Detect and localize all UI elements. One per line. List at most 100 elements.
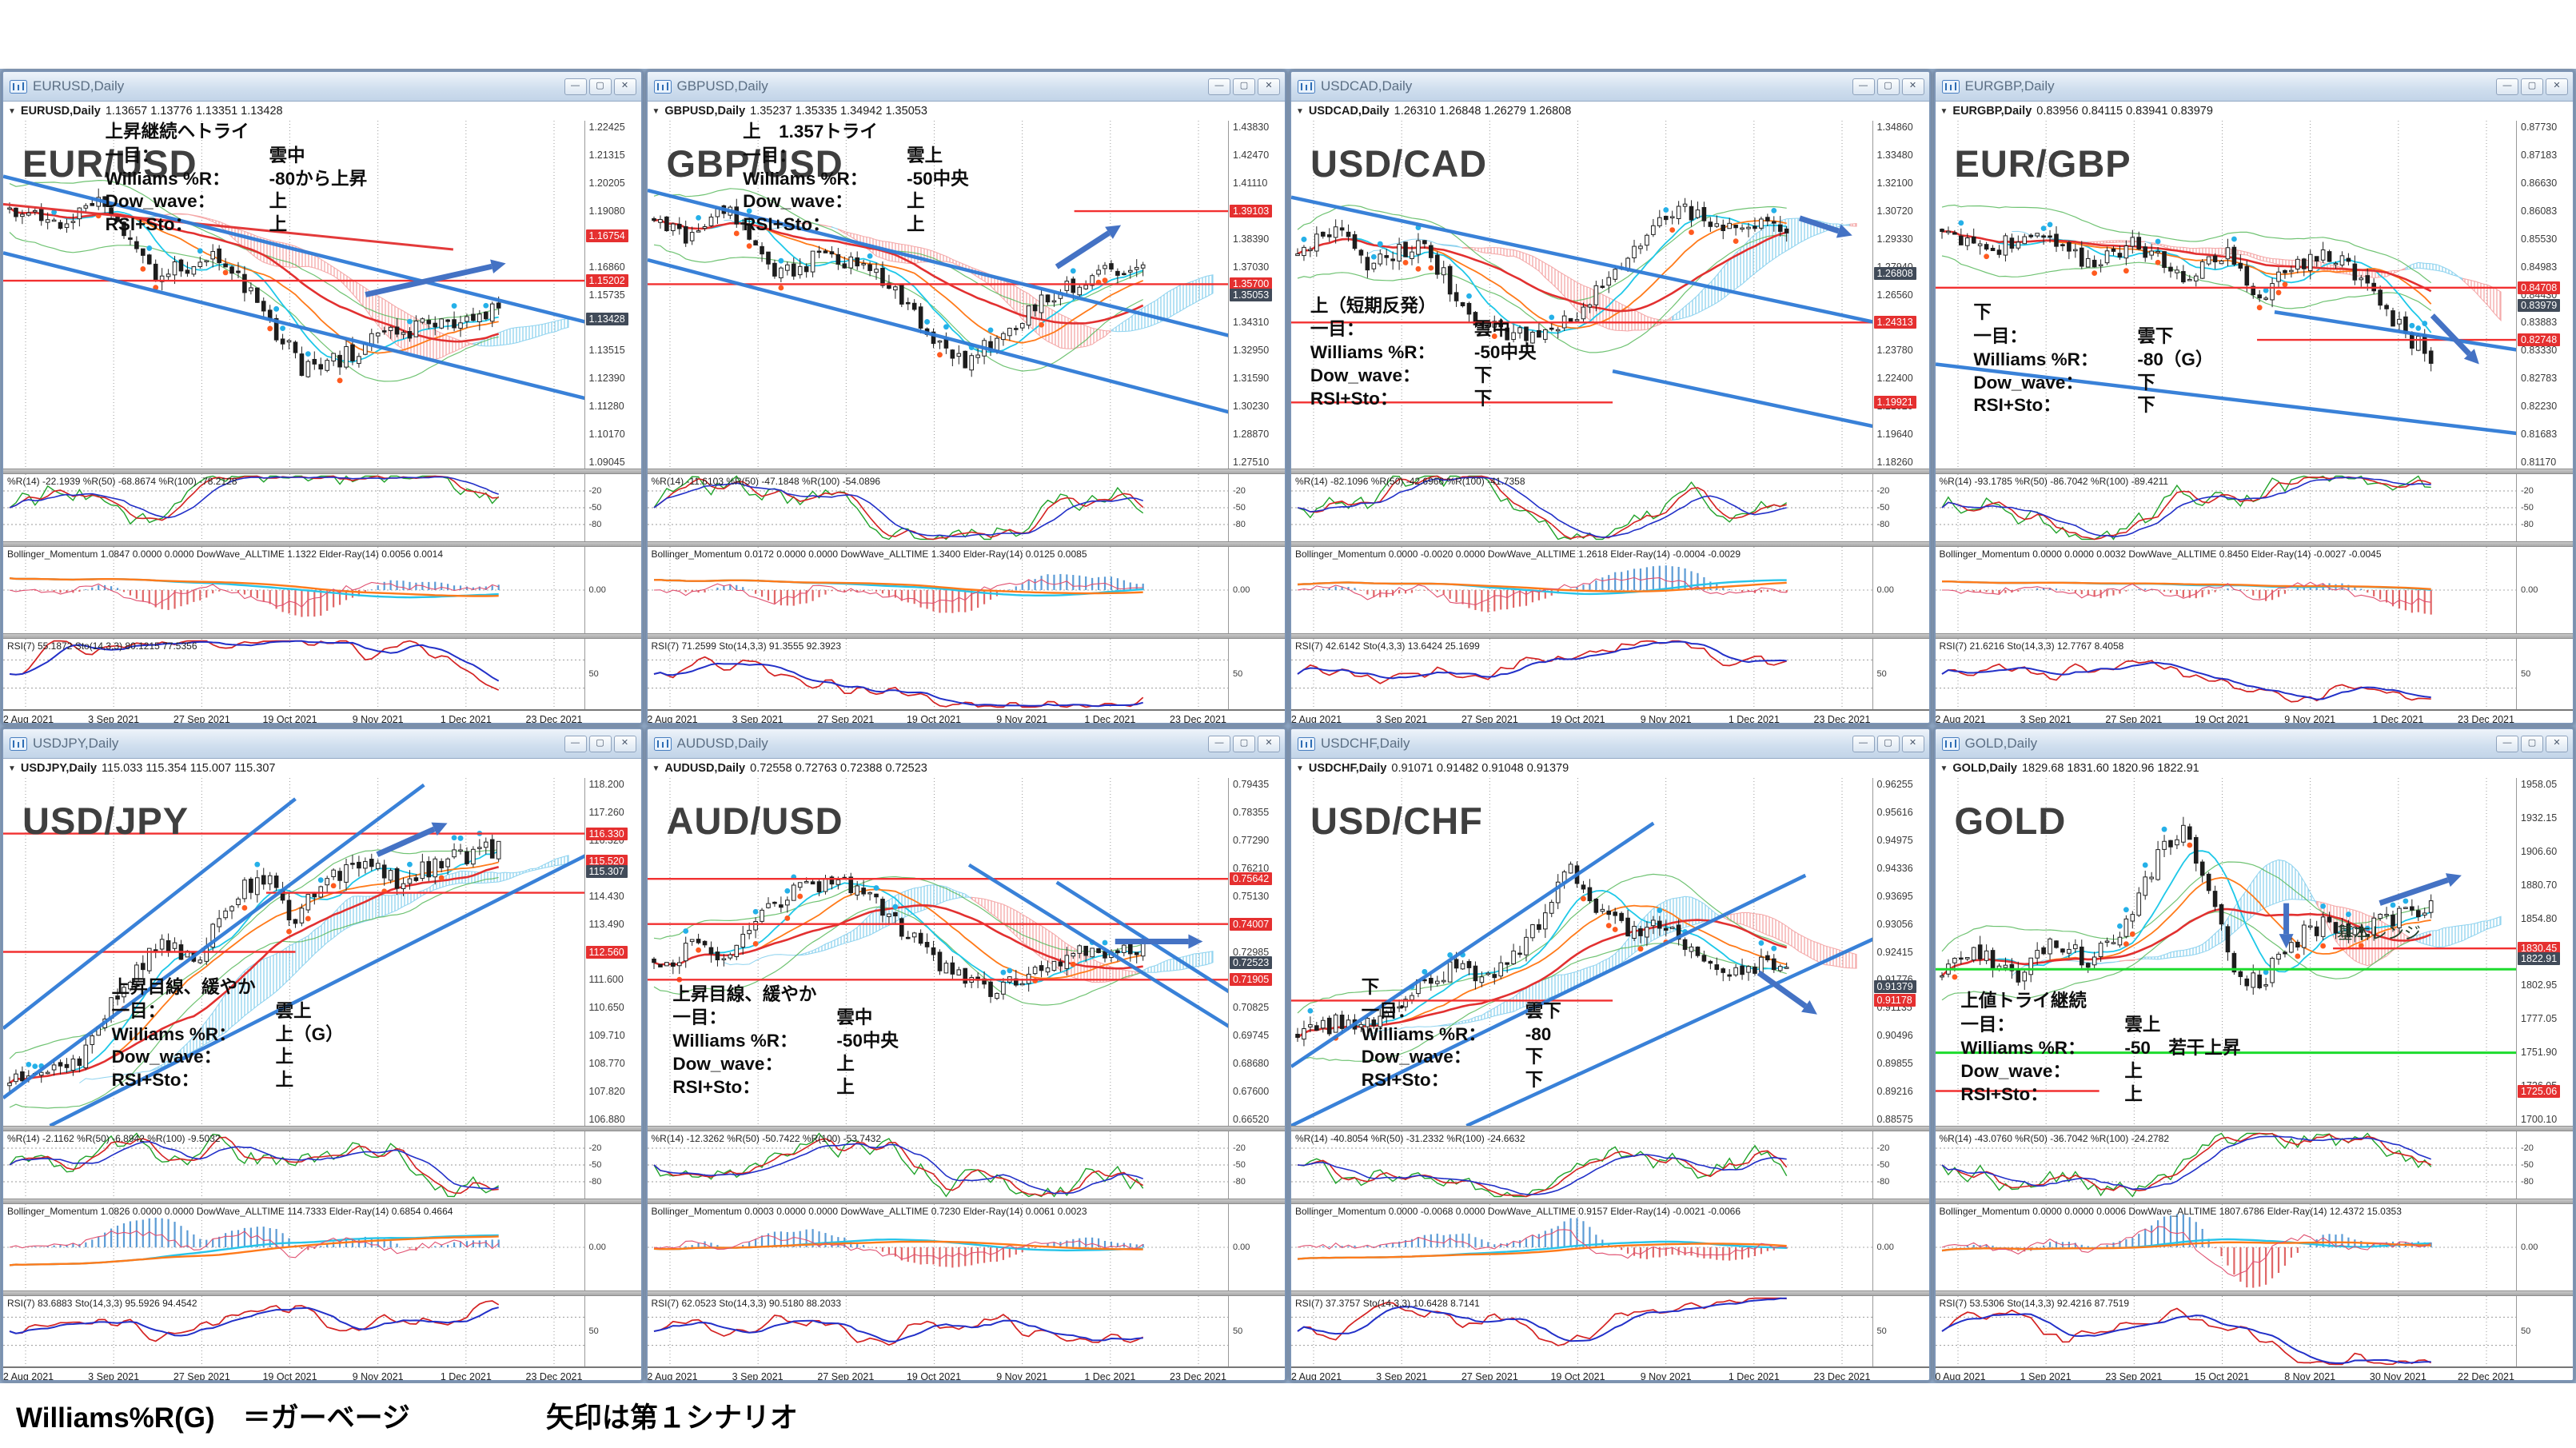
main-chart-svg[interactable] — [1291, 121, 1876, 469]
minimize-button[interactable]: — — [1208, 78, 1230, 95]
symbol-dropdown-caret[interactable]: ▼ — [1940, 106, 1948, 116]
minimize-button[interactable]: — — [1852, 78, 1875, 95]
symbol-dropdown-caret[interactable]: ▼ — [8, 764, 16, 773]
rsi-sto-subwindow[interactable]: RSI(7) 83.6883 Sto(14,3,3) 95.5926 94.45… — [3, 1296, 641, 1366]
momentum-subwindow[interactable]: Bollinger_Momentum 0.0000 0.0000 0.0006 … — [1935, 1204, 2573, 1290]
window-splitter[interactable] — [1291, 1126, 1929, 1131]
window-splitter[interactable] — [3, 633, 641, 639]
main-chart-area[interactable]: EUR/USD 上昇継続ヘトライ 一目： 雲中 Williams %R： -80から上昇… — [3, 121, 641, 469]
window-splitter[interactable] — [647, 1290, 1285, 1296]
window-splitter[interactable] — [1935, 1126, 2573, 1131]
window-splitter[interactable] — [647, 1199, 1285, 1204]
window-splitter[interactable] — [647, 1126, 1285, 1131]
main-chart-area[interactable]: GOLD 上値トライ継続 一目： 雲上 Williams %R： -50 若干上昇 Dow… — [1935, 778, 2573, 1126]
main-chart-area[interactable]: AUD/USD 上昇目線、緩やか 一目： 雲中 Williams %R： -50中央 Do… — [647, 778, 1285, 1126]
window-splitter[interactable] — [1291, 633, 1929, 639]
main-chart-area[interactable]: EUR/GBP 下一目： 雲下 Williams %R： -80（G） Dow_wave… — [1935, 121, 2573, 469]
rsi-sto-subwindow[interactable]: RSI(7) 37.3757 Sto(14,3,3) 10.6428 8.714… — [1291, 1296, 1929, 1366]
maximize-button[interactable]: ▢ — [2521, 735, 2543, 752]
window-titlebar[interactable]: AUDUSD,Daily — ▢ ✕ — [647, 729, 1285, 759]
main-chart-svg[interactable] — [647, 121, 1232, 469]
window-titlebar[interactable]: USDJPY,Daily — ▢ ✕ — [3, 729, 641, 759]
window-splitter[interactable] — [1291, 1199, 1929, 1204]
window-splitter[interactable] — [3, 1199, 641, 1204]
main-chart-area[interactable]: USD/JPY 上昇目線、緩やか 一目： 雲上 Williams %R： 上（G） Dow… — [3, 778, 641, 1126]
main-chart-svg[interactable] — [3, 778, 588, 1126]
symbol-dropdown-caret[interactable]: ▼ — [8, 106, 16, 116]
main-chart-area[interactable]: USD/CAD 上（短期反発） 一目： 雲中 Williams %R： -50中央 Dow… — [1291, 121, 1929, 469]
close-button[interactable]: ✕ — [613, 78, 636, 95]
main-chart-svg[interactable] — [647, 778, 1232, 1126]
symbol-dropdown-caret[interactable]: ▼ — [1296, 106, 1304, 116]
symbol-dropdown-caret[interactable]: ▼ — [1296, 764, 1304, 773]
williams-r-subwindow[interactable]: %R(14) -11.6103 %R(50) -47.1848 %R(100) … — [647, 474, 1285, 541]
close-button[interactable]: ✕ — [1901, 735, 1924, 752]
window-titlebar[interactable]: USDCHF,Daily — ▢ ✕ — [1291, 729, 1929, 759]
williams-r-subwindow[interactable]: %R(14) -82.1096 %R(50) -42.6966 %R(100) … — [1291, 474, 1929, 541]
main-chart-area[interactable]: GBP/USD 上 1.357トライ 一目： 雲上 Williams %R： -50中央… — [647, 121, 1285, 469]
window-titlebar[interactable]: EURGBP,Daily — ▢ ✕ — [1935, 72, 2573, 102]
window-titlebar[interactable]: GBPUSD,Daily — ▢ ✕ — [647, 72, 1285, 102]
minimize-button[interactable]: — — [564, 735, 587, 752]
williams-r-subwindow[interactable]: %R(14) -40.8054 %R(50) -31.2332 %R(100) … — [1291, 1131, 1929, 1199]
close-button[interactable]: ✕ — [613, 735, 636, 752]
window-splitter[interactable] — [3, 1126, 641, 1131]
window-splitter[interactable] — [647, 541, 1285, 547]
main-chart-svg[interactable] — [1935, 778, 2520, 1126]
williams-r-subwindow[interactable]: %R(14) -93.1785 %R(50) -86.7042 %R(100) … — [1935, 474, 2573, 541]
momentum-subwindow[interactable]: Bollinger_Momentum 1.0826 0.0000 0.0000 … — [3, 1204, 641, 1290]
momentum-subwindow[interactable]: Bollinger_Momentum 0.0000 -0.0020 0.0000… — [1291, 547, 1929, 633]
main-chart-area[interactable]: USD/CHF 下一目： 雲下 Williams %R： -80 Dow_wave：下 R… — [1291, 778, 1929, 1126]
maximize-button[interactable]: ▢ — [1876, 735, 1900, 752]
maximize-button[interactable]: ▢ — [1876, 78, 1900, 95]
close-button[interactable]: ✕ — [1258, 735, 1280, 752]
minimize-button[interactable]: — — [1208, 735, 1230, 752]
maximize-button[interactable]: ▢ — [2521, 78, 2543, 95]
window-splitter[interactable] — [1935, 633, 2573, 639]
rsi-sto-subwindow[interactable]: RSI(7) 21.6216 Sto(14,3,3) 12.7767 8.405… — [1935, 639, 2573, 709]
minimize-button[interactable]: — — [1852, 735, 1875, 752]
williams-r-subwindow[interactable]: %R(14) -43.0760 %R(50) -36.7042 %R(100) … — [1935, 1131, 2573, 1199]
maximize-button[interactable]: ▢ — [1233, 78, 1255, 95]
window-titlebar[interactable]: EURUSD,Daily — ▢ ✕ — [3, 72, 641, 102]
symbol-dropdown-caret[interactable]: ▼ — [652, 764, 660, 773]
window-splitter[interactable] — [1935, 1199, 2573, 1204]
window-splitter[interactable] — [1935, 541, 2573, 547]
main-chart-svg[interactable] — [1291, 778, 1876, 1126]
window-titlebar[interactable]: USDCAD,Daily — ▢ ✕ — [1291, 72, 1929, 102]
window-titlebar[interactable]: GOLD,Daily — ▢ ✕ — [1935, 729, 2573, 759]
close-button[interactable]: ✕ — [1901, 78, 1924, 95]
rsi-sto-subwindow[interactable]: RSI(7) 42.6142 Sto(4,3,3) 13.6424 25.169… — [1291, 639, 1929, 709]
rsi-sto-subwindow[interactable]: RSI(7) 71.2599 Sto(14,3,3) 91.3555 92.39… — [647, 639, 1285, 709]
maximize-button[interactable]: ▢ — [1233, 735, 1255, 752]
window-splitter[interactable] — [1935, 1290, 2573, 1296]
williams-r-subwindow[interactable]: %R(14) -12.3262 %R(50) -50.7422 %R(100) … — [647, 1131, 1285, 1199]
rsi-sto-subwindow[interactable]: RSI(7) 55.1872 Sto(14,3,3) 80.1215 77.53… — [3, 639, 641, 709]
williams-r-subwindow[interactable]: %R(14) -2.1162 %R(50) -6.8942 %R(100) -9… — [3, 1131, 641, 1199]
window-splitter[interactable] — [3, 469, 641, 474]
window-splitter[interactable] — [3, 541, 641, 547]
momentum-subwindow[interactable]: Bollinger_Momentum 1.0847 0.0000 0.0000 … — [3, 547, 641, 633]
close-button[interactable]: ✕ — [2546, 78, 2568, 95]
window-splitter[interactable] — [1291, 469, 1929, 474]
window-splitter[interactable] — [647, 469, 1285, 474]
close-button[interactable]: ✕ — [2546, 735, 2568, 752]
symbol-dropdown-caret[interactable]: ▼ — [652, 106, 660, 116]
williams-r-subwindow[interactable]: %R(14) -22.1939 %R(50) -68.8674 %R(100) … — [3, 474, 641, 541]
main-chart-svg[interactable] — [1935, 121, 2520, 469]
window-splitter[interactable] — [647, 633, 1285, 639]
maximize-button[interactable]: ▢ — [588, 735, 612, 752]
momentum-subwindow[interactable]: Bollinger_Momentum 0.0000 0.0000 0.0032 … — [1935, 547, 2573, 633]
momentum-subwindow[interactable]: Bollinger_Momentum 0.0172 0.0000 0.0000 … — [647, 547, 1285, 633]
minimize-button[interactable]: — — [2496, 735, 2518, 752]
rsi-sto-subwindow[interactable]: RSI(7) 53.5306 Sto(14,3,3) 92.4216 87.75… — [1935, 1296, 2573, 1366]
close-button[interactable]: ✕ — [1258, 78, 1280, 95]
main-chart-svg[interactable] — [3, 121, 588, 469]
momentum-subwindow[interactable]: Bollinger_Momentum 0.0000 -0.0068 0.0000… — [1291, 1204, 1929, 1290]
window-splitter[interactable] — [1935, 469, 2573, 474]
minimize-button[interactable]: — — [564, 78, 587, 95]
minimize-button[interactable]: — — [2496, 78, 2518, 95]
momentum-subwindow[interactable]: Bollinger_Momentum 0.0003 0.0000 0.0000 … — [647, 1204, 1285, 1290]
window-splitter[interactable] — [1291, 541, 1929, 547]
maximize-button[interactable]: ▢ — [588, 78, 612, 95]
